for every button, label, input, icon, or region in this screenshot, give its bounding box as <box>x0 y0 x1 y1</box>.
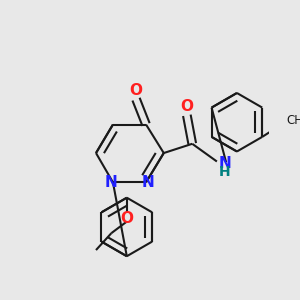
Text: H: H <box>218 165 230 179</box>
Text: N: N <box>218 155 231 170</box>
Text: N: N <box>141 175 154 190</box>
Text: CH₃: CH₃ <box>286 114 300 127</box>
Text: O: O <box>180 99 194 114</box>
Text: O: O <box>130 83 142 98</box>
Text: O: O <box>120 211 133 226</box>
Text: N: N <box>105 175 118 190</box>
